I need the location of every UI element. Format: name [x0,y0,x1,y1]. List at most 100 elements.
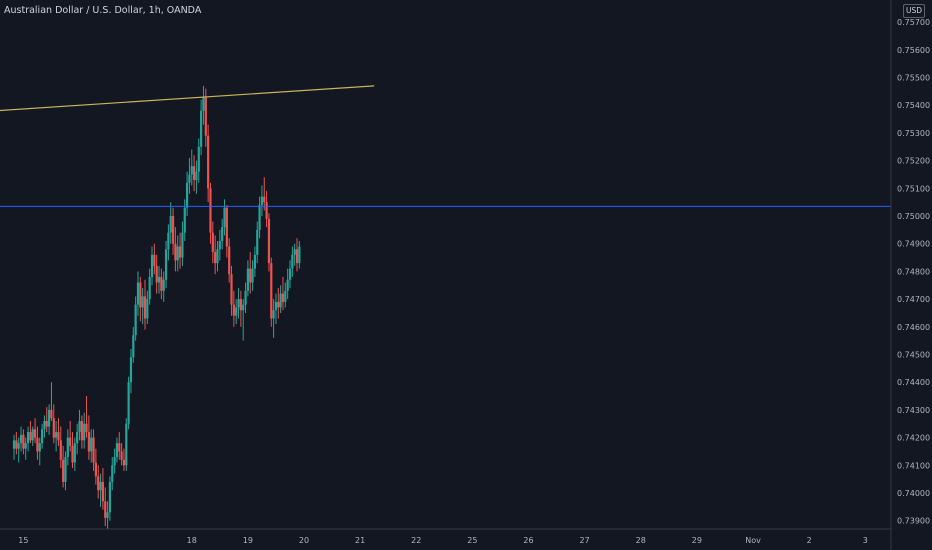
candle-body [115,443,119,457]
candle-body [71,445,74,463]
price-tick-label: 0.73900 [897,517,930,526]
price-tick-label: 0.75400 [897,101,930,110]
candle-body [260,196,264,205]
candle-body [291,254,294,269]
candle-body [141,296,144,308]
candle-body [235,307,238,316]
candle-body [62,459,65,482]
price-tick-label: 0.74400 [897,378,930,387]
candle-body [209,188,212,233]
time-tick-label: 20 [299,536,309,545]
price-tick-label: 0.75600 [897,46,930,55]
candle-body [127,382,130,424]
candle-body [246,268,249,291]
candle-body [19,434,23,444]
candle-body [242,304,245,311]
candle-body [64,456,67,482]
candle-body [104,501,107,518]
candle-body [129,357,133,383]
candle-body [94,462,97,477]
candle-body [279,293,282,308]
candle-body [183,207,186,233]
time-tick-label: 18 [187,536,197,545]
candle-body [78,420,81,433]
candle-body [101,481,104,502]
candle-body [174,243,177,261]
candle-body [17,443,20,449]
candle-body [153,254,156,266]
candle-body [15,440,18,449]
candle-body [132,335,135,358]
price-tick-label: 0.74900 [897,240,930,249]
candle-body [160,276,163,291]
candle-body [249,268,252,283]
candle-body [97,476,100,491]
candle-body [139,282,142,308]
candle-body [90,437,93,452]
price-tick-label: 0.75500 [897,74,930,83]
price-tick-label: 0.74000 [897,489,930,498]
candle-body [223,207,226,228]
candle-body [253,254,257,269]
price-tick-label: 0.75000 [897,212,930,221]
candle-body [270,263,273,319]
time-tick-label: 29 [692,536,702,545]
time-tick-label: 3 [863,536,868,545]
candle-body [113,456,116,466]
candle-body [111,465,114,482]
candle-body [244,290,247,305]
candle-body [267,218,271,264]
candle-body [22,434,25,449]
candle-body [225,207,228,247]
candle-body [69,437,72,446]
price-tick-label: 0.74300 [897,406,930,415]
time-tick-label: 26 [523,536,533,545]
candle-body [57,432,60,441]
candle-body [52,418,55,438]
candle-body [169,216,172,233]
candle-body [298,246,301,264]
candle-body [195,171,198,181]
candle-body [155,265,158,283]
time-tick-label: 19 [243,536,253,545]
candle-body [12,440,16,449]
time-tick-label: 28 [636,536,646,545]
candle-body [218,240,221,250]
candle-body [188,174,191,183]
candle-body [164,249,168,280]
price-tick-label: 0.74700 [897,295,930,304]
candle-body [181,232,184,258]
candle-body [99,481,102,491]
candle-body [274,301,278,311]
time-axis[interactable]: 15 18 19 20 21 22 25 26 27 28 29 Nov 2 3 [18,536,868,545]
candle-body [73,443,76,463]
candle-body [265,202,268,219]
candle-body [251,268,254,283]
time-tick-label: 21 [355,536,365,545]
candle-body [281,293,285,302]
price-axis[interactable]: 0.75700 0.75600 0.75500 0.75400 0.75300 0.752… [897,18,930,526]
candle-body [211,232,214,253]
candle-body [85,423,88,433]
time-tick-label: 25 [467,536,477,545]
candle-body [120,451,123,460]
currency-button[interactable]: USD [903,4,925,18]
candle-body [162,279,165,291]
price-tick-label: 0.74200 [897,434,930,443]
time-tick-label: 22 [411,536,421,545]
candle-body [258,204,261,230]
trendline [0,85,375,112]
candle-body [50,409,53,419]
candle-body [24,443,27,449]
time-tick-label: 27 [580,536,590,545]
candle-body [66,437,69,457]
candle-body [207,135,210,189]
time-tick-label: Nov [745,536,761,545]
candle-body [26,432,30,444]
candle-body [232,304,235,316]
candle-body [55,432,58,438]
candle-body [204,96,207,136]
candle-body [38,443,41,452]
